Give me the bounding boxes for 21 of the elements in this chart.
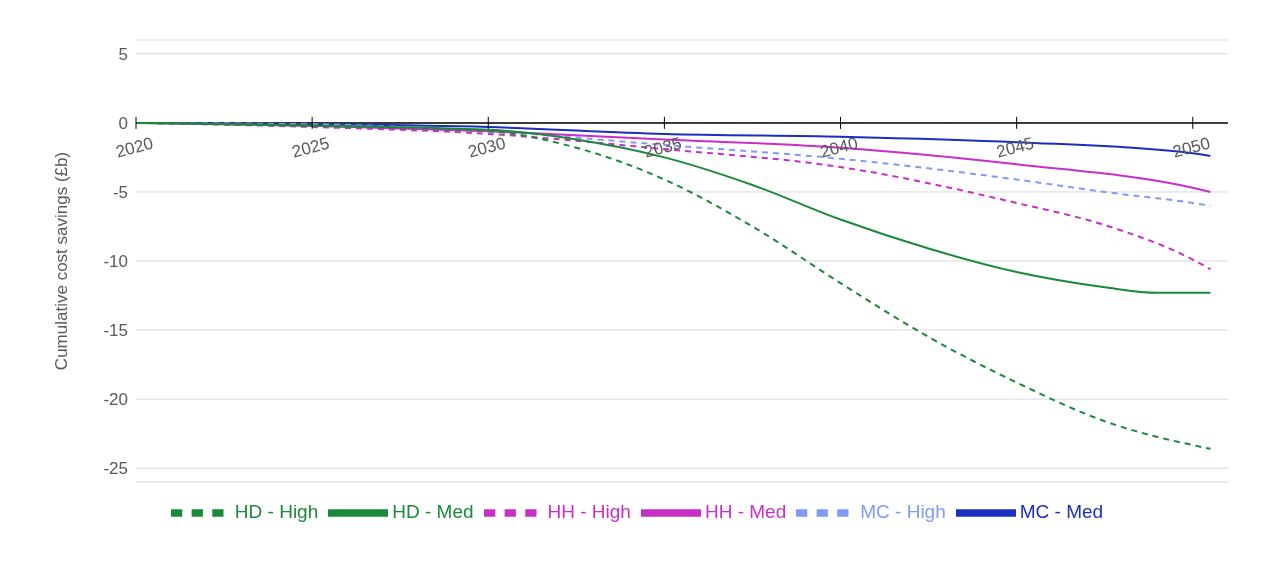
x-tick-label: 2020 bbox=[113, 133, 156, 162]
legend-label: HD - Med bbox=[392, 501, 474, 523]
legend-label: MC - Med bbox=[1019, 501, 1104, 523]
legend-label: HH - High bbox=[547, 501, 631, 523]
x-tick-label: 2045 bbox=[994, 133, 1036, 162]
y-tick-label: -25 bbox=[103, 459, 128, 479]
x-tick-label: 2040 bbox=[818, 133, 860, 162]
legend-label: HD - High bbox=[234, 501, 319, 523]
x-tick-label: 2030 bbox=[466, 133, 508, 162]
legend-label: MC - High bbox=[860, 501, 946, 523]
y-tick-label: -20 bbox=[103, 390, 128, 410]
x-tick-label: 2035 bbox=[642, 133, 684, 162]
y-tick-label: 0 bbox=[118, 113, 128, 133]
y-tick-label: -10 bbox=[103, 252, 128, 272]
y-axis-title: Cumulative cost savings (£b) bbox=[52, 151, 72, 371]
x-tick-label: 2050 bbox=[1170, 133, 1213, 162]
y-tick-label: 5 bbox=[118, 44, 128, 64]
legend-label: HH - Med bbox=[704, 501, 787, 523]
y-tick-label: -15 bbox=[103, 321, 128, 341]
y-tick-label: -5 bbox=[112, 182, 128, 202]
x-tick-label: 2025 bbox=[289, 133, 332, 162]
